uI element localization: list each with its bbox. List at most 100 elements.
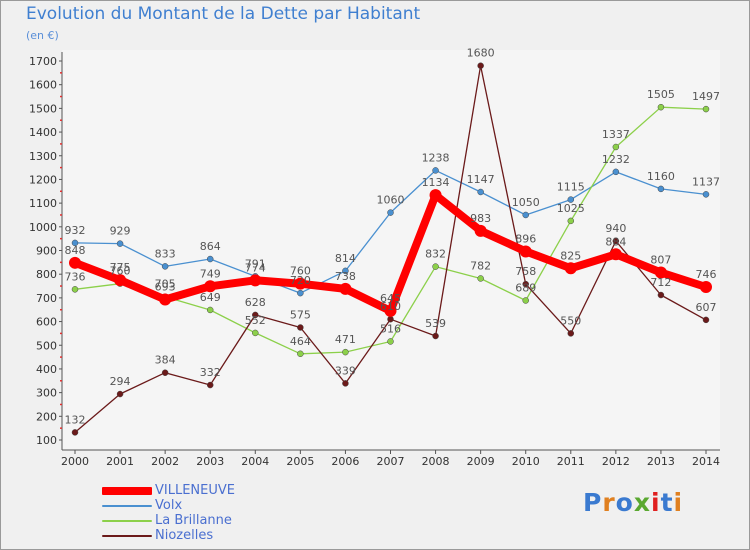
series-lines (69, 62, 712, 436)
data-label-niozelles: 294 (110, 375, 131, 388)
data-point-volx (161, 263, 169, 270)
data-point-la-brillanne (477, 275, 484, 282)
data-label-la-brillanne: 782 (470, 259, 491, 272)
legend-swatch (102, 505, 152, 507)
data-point-volx (206, 255, 214, 263)
y-tick-label: 1000 (29, 221, 57, 234)
logo-letter: i (651, 488, 661, 517)
data-label-la-brillanne: 1337 (602, 128, 630, 141)
data-label-volx: 929 (110, 225, 131, 238)
data-point-la-brillanne (612, 143, 620, 151)
data-point-niozelles (657, 291, 665, 299)
legend-item-villeneuve: VILLENEUVE (102, 483, 342, 498)
data-point-la-brillanne (71, 286, 79, 293)
y-tick-label: 400 (36, 363, 57, 376)
data-label-niozelles: 575 (290, 308, 311, 321)
data-point-niozelles (161, 369, 169, 376)
data-point-la-brillanne (567, 217, 575, 225)
data-point-villeneuve (294, 277, 307, 290)
logo-letter: t (660, 488, 674, 517)
x-tick-label: 2008 (422, 455, 450, 468)
data-point-volx (342, 267, 349, 275)
y-tick-label: 500 (36, 339, 57, 352)
chart-title: Evolution du Montant de la Dette par Hab… (26, 4, 421, 24)
data-labels: 848 775 693 749 774 760 738 645 1134 983 896 825 884… (65, 47, 721, 427)
data-label-villeneuve: 896 (515, 232, 536, 245)
legend-swatch (102, 535, 152, 537)
data-point-villeneuve (69, 256, 81, 269)
data-label-villeneuve: 693 (155, 281, 176, 294)
data-label-villeneuve: 738 (335, 270, 356, 283)
x-tick-label: 2001 (106, 455, 134, 468)
series-niozelles (71, 62, 710, 436)
data-point-volx (387, 209, 394, 216)
y-tick-label: 200 (36, 410, 57, 423)
data-point-volx (477, 188, 484, 196)
logo-letter: P (583, 488, 603, 517)
x-tick-label: 2000 (61, 455, 89, 468)
x-tick-label: 2003 (196, 455, 224, 468)
data-point-la-brillanne (522, 297, 529, 304)
data-point-niozelles (342, 380, 349, 387)
data-point-villeneuve (654, 266, 667, 279)
data-point-la-brillanne (387, 338, 394, 345)
y-tick-label: 1600 (29, 79, 57, 92)
data-point-la-brillanne (702, 105, 710, 113)
legend-item-la-brillanne: La Brillanne (102, 513, 342, 528)
data-point-niozelles (206, 381, 214, 389)
x-tick-label: 2007 (377, 455, 405, 468)
data-point-villeneuve (519, 245, 532, 258)
data-label-niozelles: 628 (245, 296, 266, 309)
data-point-villeneuve (429, 189, 442, 202)
logo-letter: r (602, 488, 616, 517)
data-label-villeneuve: 983 (470, 212, 491, 225)
data-label-volx: 720 (290, 274, 311, 287)
data-point-la-brillanne (252, 329, 259, 337)
data-label-la-brillanne: 516 (380, 322, 401, 335)
data-label-niozelles: 758 (515, 265, 536, 278)
x-tick-label: 2011 (557, 455, 585, 468)
x-tick-label: 2013 (647, 455, 675, 468)
data-label-niozelles: 712 (650, 276, 671, 289)
data-point-la-brillanne (657, 103, 665, 111)
y-tick-label: 600 (36, 316, 57, 329)
data-label-volx: 1050 (512, 196, 540, 209)
y-tick-label: 800 (36, 268, 57, 281)
y-tick-label: 900 (36, 245, 57, 258)
x-tick-label: 2004 (241, 455, 269, 468)
plot-area (62, 50, 720, 450)
logo-letter: o (615, 488, 634, 517)
data-point-niozelles (567, 330, 575, 337)
axes: 100 200 300 400 500 600 700 800 900 1000 1100 1200 1… (29, 50, 720, 468)
data-point-la-brillanne (206, 306, 214, 314)
data-label-villeneuve: 807 (650, 254, 671, 267)
data-point-volx (702, 191, 710, 198)
data-label-villeneuve: 1134 (422, 176, 450, 189)
y-tick-label: 1500 (29, 102, 57, 115)
data-point-villeneuve (384, 304, 397, 317)
data-point-la-brillanne (432, 263, 439, 270)
data-point-volx (612, 168, 620, 176)
data-label-niozelles: 940 (605, 222, 626, 235)
data-point-villeneuve (159, 293, 172, 306)
y-tick-label: 1100 (29, 197, 57, 210)
x-tick-label: 2014 (692, 455, 720, 468)
series-volx (71, 167, 710, 297)
data-label-niozelles: 1680 (467, 47, 495, 60)
data-point-niozelles (432, 332, 439, 340)
legend-item-volx: Volx (102, 498, 342, 513)
data-point-villeneuve (474, 224, 487, 237)
data-label-niozelles: 550 (560, 314, 581, 327)
data-label-villeneuve: 774 (245, 261, 266, 274)
data-label-niozelles: 384 (155, 354, 176, 367)
data-label-la-brillanne: 1505 (647, 88, 675, 101)
legend-swatch (102, 487, 152, 495)
y-tick-label: 700 (36, 292, 57, 305)
data-label-niozelles: 339 (335, 364, 356, 377)
legend-item-niozelles: Niozelles (102, 528, 342, 543)
data-label-la-brillanne: 1497 (692, 90, 720, 103)
x-tick-label: 2009 (467, 455, 495, 468)
data-label-volx: 814 (335, 252, 356, 265)
x-tick-label: 2006 (331, 455, 359, 468)
